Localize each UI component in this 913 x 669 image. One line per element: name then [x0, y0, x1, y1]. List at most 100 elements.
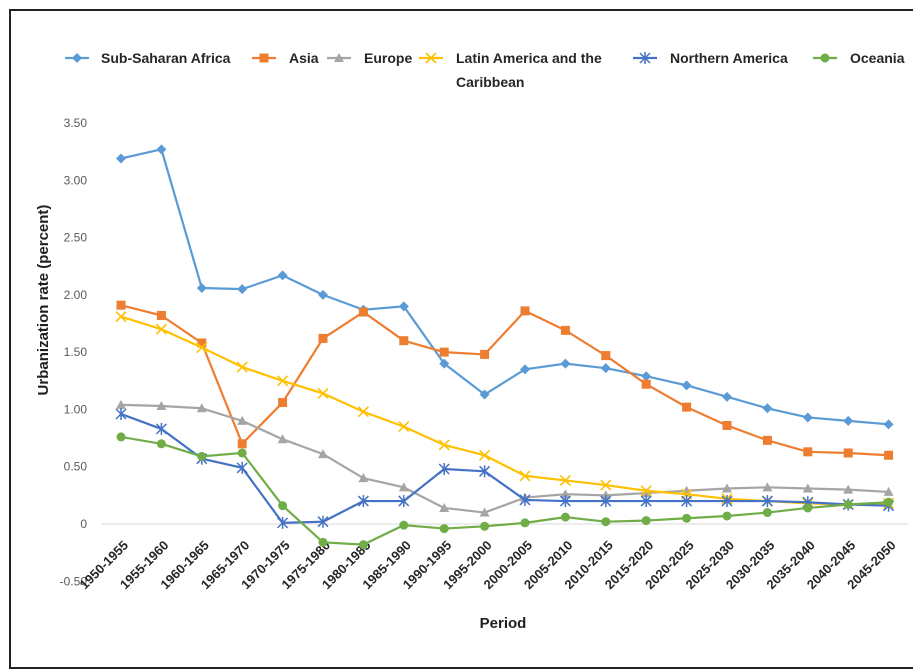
- data-point: [601, 351, 611, 361]
- series-northern-america: [115, 408, 895, 529]
- data-point: [600, 490, 611, 500]
- data-point: [519, 470, 531, 482]
- legend-item: Northern America: [633, 50, 788, 66]
- data-point: [439, 524, 449, 534]
- data-point: [278, 501, 288, 511]
- data-point: [399, 520, 409, 530]
- data-point: [318, 537, 328, 547]
- data-point: [438, 439, 450, 451]
- data-point: [559, 474, 571, 487]
- legend-item: Latin America and the Caribbean: [419, 50, 602, 90]
- data-point: [640, 495, 652, 508]
- data-point: [600, 363, 611, 374]
- data-point: [762, 403, 773, 414]
- data-point: [115, 311, 127, 323]
- y-tick-label: 2.50: [64, 231, 88, 245]
- x-axis-title: Period: [480, 615, 527, 632]
- data-point: [560, 489, 571, 499]
- data-point: [560, 325, 570, 335]
- data-point: [843, 500, 853, 510]
- data-point: [803, 503, 813, 513]
- data-point-stroke: [115, 311, 127, 323]
- series-line: [120, 435, 889, 546]
- data-point: [479, 389, 490, 400]
- data-point: [116, 153, 126, 164]
- data-point: [237, 284, 248, 295]
- series-asia: [116, 300, 894, 460]
- data-point: [520, 306, 530, 316]
- data-point: [480, 521, 490, 531]
- y-tick-label: 0.50: [64, 460, 88, 474]
- y-tick-label: 3.00: [64, 173, 88, 187]
- data-point: [802, 412, 813, 423]
- data-point: [156, 144, 167, 155]
- data-point: [357, 406, 369, 418]
- legend-label: Northern America: [670, 50, 788, 66]
- data-point: [560, 358, 571, 369]
- data-point: [358, 540, 368, 550]
- data-point: [762, 508, 772, 518]
- series-europe: [116, 399, 894, 517]
- legend-label: Latin America and the: [456, 50, 602, 66]
- data-point: [398, 482, 409, 492]
- data-point-stroke: [559, 474, 571, 487]
- legend-item: Asia: [252, 50, 319, 66]
- data-point: [641, 371, 652, 382]
- y-axis-title: Urbanization rate (percent): [35, 205, 52, 396]
- data-point: [884, 450, 894, 460]
- data-point: [318, 333, 328, 343]
- data-point: [803, 447, 813, 457]
- data-point-stroke: [155, 323, 167, 335]
- data-point: [439, 347, 449, 357]
- data-point: [259, 53, 269, 63]
- data-point: [559, 495, 571, 508]
- data-point: [116, 300, 126, 310]
- data-point: [358, 307, 368, 317]
- data-point-stroke: [317, 387, 329, 399]
- legend-label: Oceania: [850, 50, 905, 66]
- data-point-stroke: [438, 439, 450, 451]
- data-point: [196, 403, 207, 413]
- data-point: [722, 391, 732, 402]
- data-point: [479, 465, 491, 478]
- data-point: [317, 515, 329, 528]
- series-line: [120, 403, 889, 514]
- data-point: [398, 301, 409, 312]
- y-axis-ticks: 3.50 3.00 2.50 2.00 1.50 1.00 0.50 0 -0.50: [60, 116, 88, 588]
- legend-label: Sub-Saharan Africa: [101, 50, 231, 66]
- data-point-stroke: [357, 406, 369, 418]
- y-tick-label: 1.50: [64, 345, 88, 359]
- data-point: [237, 448, 247, 458]
- data-point: [682, 513, 692, 523]
- data-point-stroke: [479, 449, 491, 461]
- data-point: [399, 336, 409, 346]
- data-point: [480, 349, 490, 359]
- chart-frame: [9, 9, 913, 669]
- data-point: [156, 439, 166, 449]
- data-point: [334, 53, 344, 62]
- data-point: [155, 422, 167, 435]
- data-point: [358, 473, 369, 483]
- data-point: [843, 415, 854, 426]
- data-point: [843, 448, 853, 458]
- data-point-stroke: [519, 470, 531, 482]
- data-point: [398, 495, 410, 508]
- y-tick-label: 0: [80, 517, 87, 531]
- data-point: [425, 52, 437, 64]
- data-point: [357, 495, 369, 508]
- data-point: [197, 451, 207, 461]
- data-point: [116, 399, 126, 409]
- data-point: [883, 419, 894, 430]
- data-point: [318, 449, 328, 459]
- data-point: [721, 495, 733, 508]
- y-tick-label: -0.50: [60, 574, 88, 588]
- data-point: [640, 485, 652, 497]
- legend-item: Europe: [327, 50, 412, 66]
- data-point: [479, 507, 490, 517]
- data-point: [519, 493, 531, 506]
- data-point-stroke: [600, 479, 612, 491]
- data-point: [520, 518, 530, 528]
- data-point: [236, 461, 248, 474]
- series-line: [120, 148, 889, 426]
- data-point-stroke: [398, 421, 410, 433]
